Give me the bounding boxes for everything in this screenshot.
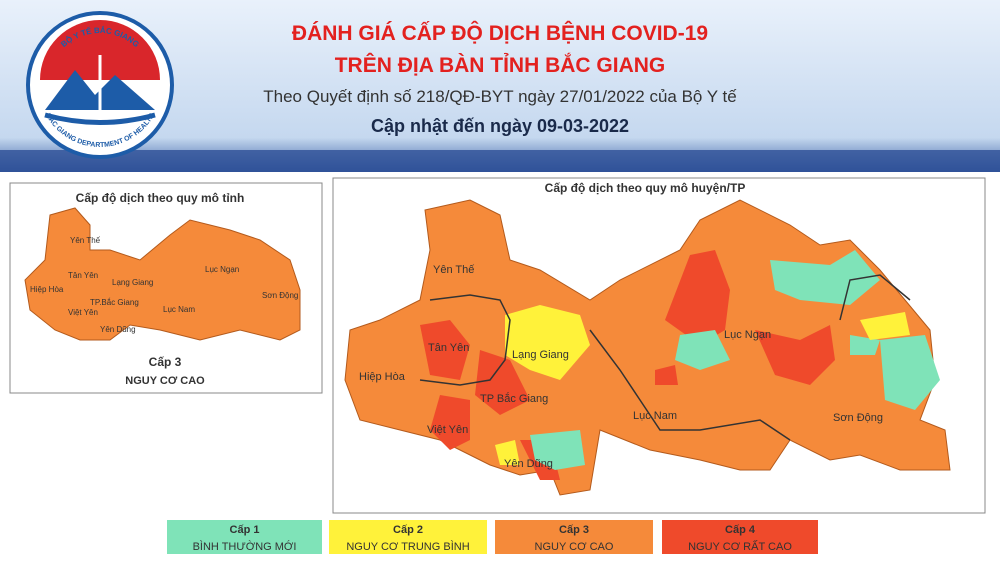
province-level-name: NGUY CƠ CAO — [125, 375, 205, 387]
district-label: Yên Dũng — [504, 458, 553, 470]
province-district-label: Yên Thế — [70, 236, 101, 245]
province-shape — [24, 207, 301, 341]
province-district-label: Yên Dũng — [100, 325, 136, 334]
district-label: Sơn Động — [833, 412, 883, 424]
district-label: Lục Nam — [633, 410, 677, 422]
province-district-label: Lục Nam — [163, 305, 195, 314]
district-map — [344, 199, 951, 496]
province-district-label: Tân Yên — [68, 271, 98, 280]
province-map-title: Cấp độ dịch theo quy mô tỉnh — [76, 191, 245, 205]
legend-box — [329, 520, 487, 554]
district-label: Hiệp Hòa — [359, 371, 406, 383]
province-district-label: Lạng Giang — [112, 278, 153, 287]
legend-box — [167, 520, 322, 554]
legend-box — [662, 520, 818, 554]
legend-name: BÌNH THƯỜNG MỚI — [193, 540, 297, 553]
province-level: Cấp 3 — [149, 355, 182, 369]
legend-name: NGUY CƠ CAO — [535, 541, 614, 553]
legend-level: Cấp 3 — [559, 524, 589, 536]
district-label: Lục Ngạn — [724, 329, 771, 341]
district-label: TP Bắc Giang — [480, 392, 548, 405]
province-district-label: TP.Bắc Giang — [90, 298, 139, 307]
province-district-label: Việt Yên — [68, 308, 98, 317]
province-district-label: Sơn Động — [262, 291, 298, 300]
province-district-label: Hiệp Hòa — [30, 285, 64, 294]
logo: BỘ Y TẾ BẮC GIANG BAC GIANG DEPARTMENT O… — [26, 11, 174, 159]
title-line-2: TRÊN ĐỊA BÀN TỈNH BẮC GIANG — [335, 53, 666, 77]
legend-name: NGUY CƠ TRUNG BÌNH — [346, 540, 469, 553]
update-date: Cập nhật đến ngày 09-03-2022 — [371, 116, 629, 136]
title-line-1: ĐÁNH GIÁ CẤP ĐỘ DỊCH BỆNH COVID-19 — [292, 21, 708, 45]
district-label: Lạng Giang — [512, 349, 569, 361]
legend-box — [495, 520, 653, 554]
district-label: Tân Yên — [428, 342, 469, 354]
legend-level: Cấp 2 — [393, 524, 423, 536]
district-label: Việt Yên — [427, 424, 468, 436]
legend-level: Cấp 4 — [725, 524, 756, 536]
legend-name: NGUY CƠ RẤT CAO — [688, 540, 792, 553]
province-district-label: Lục Ngạn — [205, 265, 239, 274]
district-label: Yên Thế — [433, 264, 474, 276]
district-map-title: Cấp độ dịch theo quy mô huyện/TP — [545, 181, 746, 195]
header-stripe — [0, 150, 1000, 172]
legend-level: Cấp 1 — [230, 524, 260, 536]
subtitle: Theo Quyết định số 218/QĐ-BYT ngày 27/01… — [263, 87, 737, 106]
